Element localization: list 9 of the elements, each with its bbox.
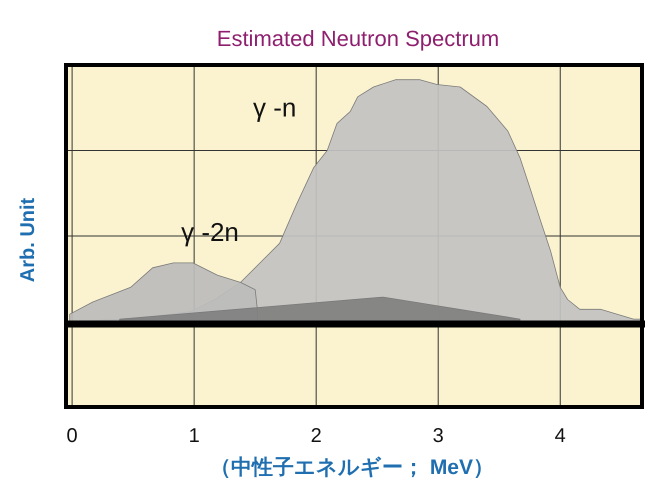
x-tick-label: 3 bbox=[432, 425, 444, 447]
y-axis-title: Arb. Unit bbox=[17, 197, 39, 282]
x-tick-label: 1 bbox=[188, 425, 200, 447]
chart-title: Estimated Neutron Spectrum bbox=[216, 26, 500, 51]
x-tick-label: 4 bbox=[554, 425, 566, 447]
x-tick-label: 2 bbox=[310, 425, 322, 447]
x-axis-title: （中性子エネルギー； MeV） bbox=[210, 456, 494, 479]
series-label: γ -n bbox=[253, 92, 296, 122]
x-tick-label: 0 bbox=[66, 425, 78, 447]
